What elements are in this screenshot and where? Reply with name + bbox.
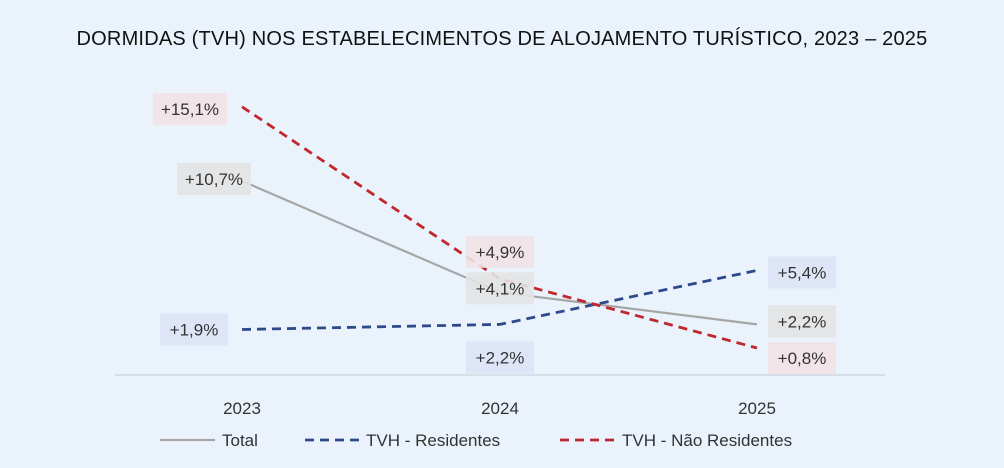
x-tick-label-2023: 2023	[223, 399, 261, 418]
data-label-bg	[466, 235, 534, 268]
series-line-tvh-residentes	[241, 269, 758, 331]
data-label-tvh-residentes-2024: +2,2%	[476, 348, 525, 367]
data-label-bg	[768, 256, 836, 289]
x-tick-label-2025: 2025	[738, 399, 776, 418]
data-label-bg	[160, 313, 228, 346]
data-label-bg	[466, 272, 534, 305]
data-label-total-2024: +4,1%	[476, 279, 525, 298]
data-label-tvh-n-o-residentes-2023: +15,1%	[161, 100, 219, 119]
data-label-tvh-residentes-2023: +1,9%	[170, 320, 219, 339]
data-label-bg	[177, 163, 251, 196]
x-tick-label-2024: 2024	[481, 399, 519, 418]
data-label-total-2025: +2,2%	[778, 312, 827, 331]
data-label-bg	[768, 342, 836, 375]
chart-title: DORMIDAS (TVH) NOS ESTABELECIMENTOS DE A…	[76, 28, 928, 50]
legend-label-tvh-residentes: TVH - Residentes	[366, 431, 500, 450]
legend-label-tvh-n-o-residentes: TVH - Não Residentes	[622, 431, 792, 450]
data-label-bg	[153, 92, 227, 125]
data-label-bg	[768, 305, 836, 338]
data-label-tvh-n-o-residentes-2025: +0,8%	[778, 349, 827, 368]
series-line-tvh-n-o-residentes	[241, 105, 758, 350]
data-label-tvh-n-o-residentes-2024: +4,9%	[476, 243, 525, 262]
data-label-tvh-residentes-2025: +5,4%	[778, 263, 827, 282]
legend-label-total: Total	[222, 431, 258, 450]
data-label-total-2023: +10,7%	[185, 170, 243, 189]
data-label-bg	[466, 341, 534, 374]
